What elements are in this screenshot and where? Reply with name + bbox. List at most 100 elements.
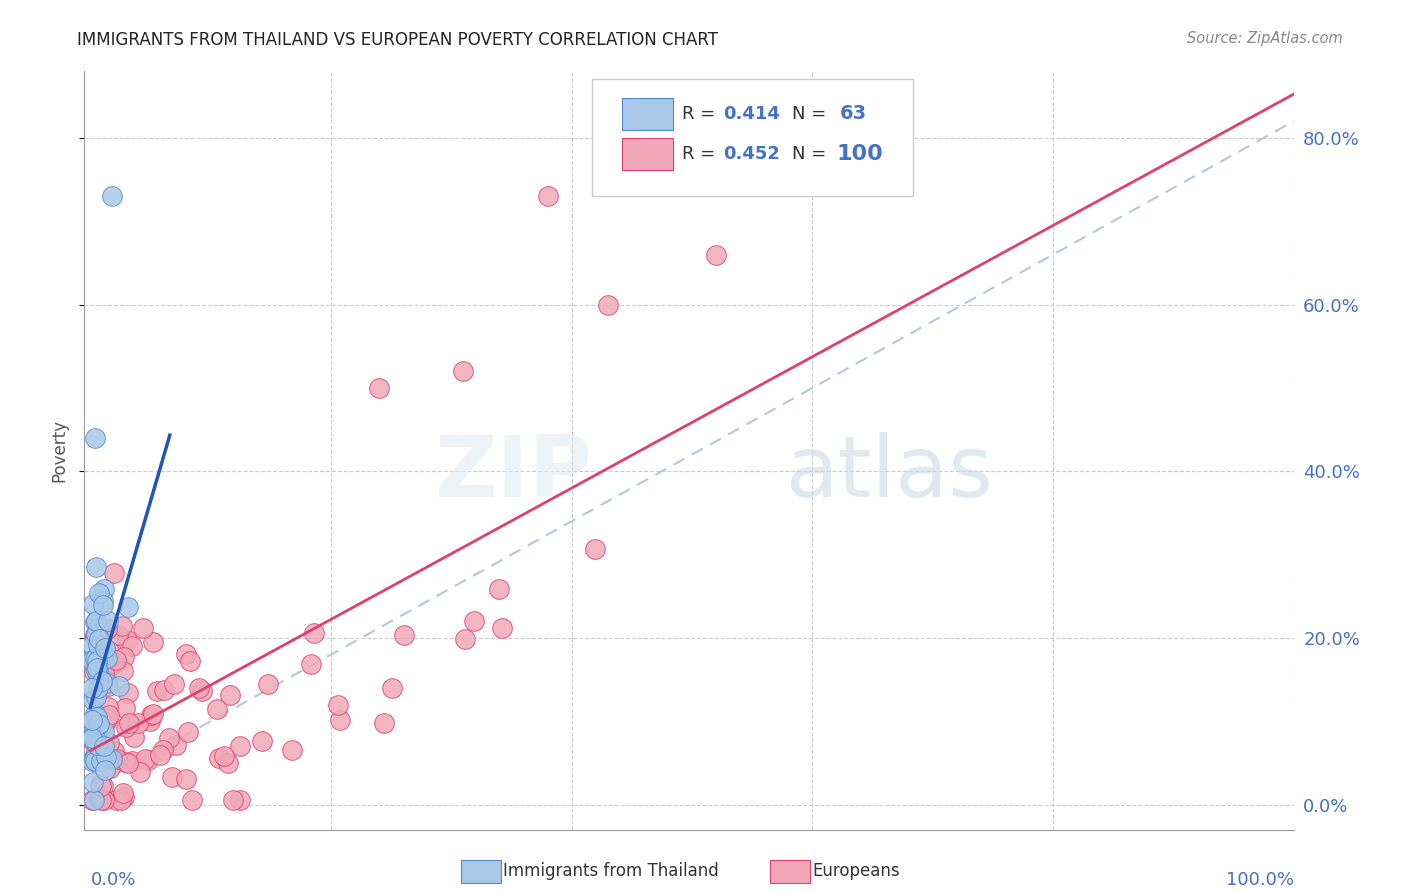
Point: [82, 693, 104, 707]
Point: [86, 724, 108, 739]
Text: R =: R =: [682, 145, 721, 163]
Point: [89, 645, 111, 659]
Point: [94, 749, 117, 764]
Point: [83, 723, 105, 737]
Text: N =: N =: [792, 145, 825, 163]
Point: [87, 718, 110, 732]
Point: [93, 640, 115, 655]
Point: [129, 764, 152, 779]
Point: [82, 734, 104, 748]
Point: [304, 626, 326, 640]
Point: [127, 715, 149, 730]
Point: [97, 699, 120, 714]
Point: [205, 702, 228, 716]
Point: [82, 755, 104, 769]
Point: [93, 793, 115, 807]
Point: [84, 431, 107, 445]
Point: [229, 793, 252, 807]
Point: [97, 614, 120, 628]
Point: [103, 657, 125, 672]
Point: [299, 657, 322, 671]
Point: [97, 679, 120, 693]
Point: [111, 619, 134, 633]
Point: [326, 698, 349, 712]
Point: [97, 707, 120, 722]
Point: [145, 683, 167, 698]
Point: [111, 786, 134, 800]
Point: [117, 600, 139, 615]
Point: [142, 635, 165, 649]
Point: [368, 381, 391, 395]
Point: [463, 614, 485, 628]
Point: [90, 754, 112, 768]
Point: [91, 594, 114, 608]
Point: [90, 779, 112, 793]
Point: [84, 747, 107, 761]
Point: [381, 681, 404, 695]
Point: [152, 742, 174, 756]
Point: [97, 644, 120, 658]
Point: [118, 716, 141, 731]
Point: [89, 586, 111, 600]
Point: [121, 640, 143, 654]
Text: 100: 100: [837, 144, 883, 164]
Point: [160, 770, 183, 784]
Point: [112, 650, 135, 665]
Point: [82, 730, 104, 744]
Point: [80, 793, 103, 807]
Point: [91, 674, 114, 689]
Point: [89, 632, 111, 646]
Point: [141, 707, 163, 722]
Point: [93, 582, 115, 597]
Point: [188, 681, 211, 695]
Point: [90, 793, 112, 807]
Point: [82, 597, 104, 611]
Text: 63: 63: [841, 104, 868, 123]
Point: [139, 714, 162, 728]
Point: [165, 738, 187, 752]
Point: [111, 664, 134, 678]
Point: [83, 749, 105, 764]
Point: [174, 772, 197, 786]
Point: [84, 627, 107, 641]
Point: [218, 688, 240, 702]
Point: [91, 752, 114, 766]
Point: [84, 560, 107, 574]
Point: [114, 701, 136, 715]
Point: [83, 754, 105, 768]
Point: [84, 690, 107, 704]
Point: [89, 790, 111, 805]
Point: [96, 622, 118, 636]
Y-axis label: Poverty: Poverty: [51, 419, 69, 482]
Point: [94, 763, 117, 777]
Point: [86, 681, 108, 695]
Text: R =: R =: [682, 105, 721, 123]
Point: [84, 614, 107, 628]
Text: 0.414: 0.414: [723, 105, 780, 123]
Point: [86, 654, 108, 668]
Point: [103, 566, 125, 581]
Point: [82, 652, 104, 666]
Point: [87, 674, 110, 689]
Point: [136, 754, 159, 768]
Point: [84, 733, 107, 747]
Point: [142, 706, 165, 721]
Point: [80, 713, 103, 727]
Point: [87, 654, 110, 668]
Point: [96, 712, 118, 726]
Text: 100.0%: 100.0%: [1226, 871, 1294, 889]
Point: [583, 542, 606, 557]
Point: [114, 720, 136, 734]
Point: [87, 662, 110, 676]
FancyBboxPatch shape: [623, 138, 673, 170]
Point: [84, 652, 107, 666]
Point: [83, 793, 105, 807]
Point: [101, 752, 124, 766]
Point: [86, 660, 108, 674]
Point: [93, 666, 115, 681]
Point: [89, 716, 111, 731]
Point: [86, 745, 108, 759]
Point: [84, 707, 107, 722]
Point: [491, 621, 513, 635]
Point: [112, 790, 135, 805]
